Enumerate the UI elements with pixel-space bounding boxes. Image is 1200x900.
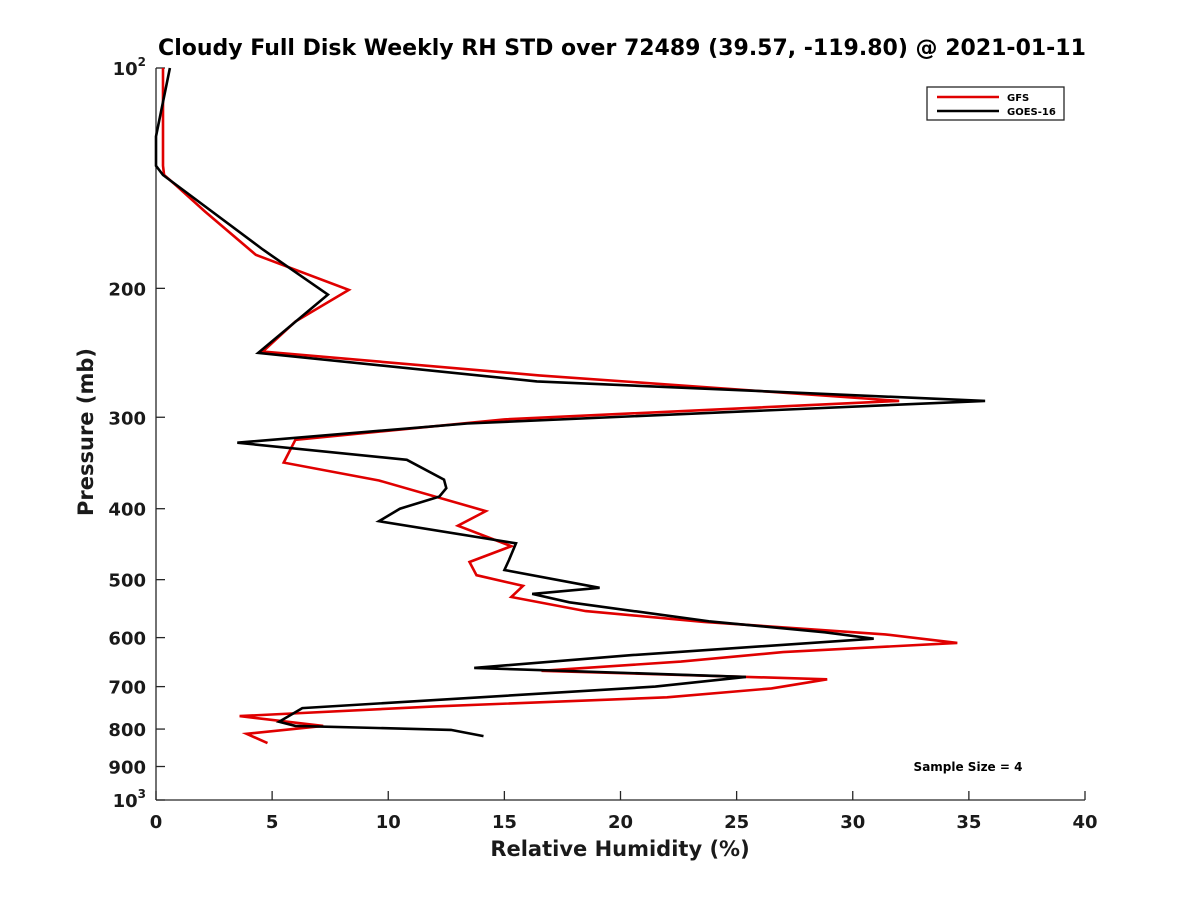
x-tick-label: 25 [724,812,749,833]
x-axis-label: Relative Humidity (%) [490,837,749,861]
y-tick-label: 900 [108,758,146,779]
y-tick-label: 400 [108,500,146,521]
x-tick-label: 0 [150,812,163,833]
y-tick-label: 700 [108,678,146,699]
series-line-gfs [161,68,958,745]
y-tick-label: 300 [108,408,146,429]
x-tick-label: 40 [1072,812,1097,833]
y-tick-label: 500 [108,571,146,592]
x-tick-label: 10 [376,812,401,833]
sample-size-annotation: Sample Size = 4 [914,760,1023,774]
y-tick-label: 600 [108,629,146,650]
axes: 0 5 10 15 20 25 30 35 40 102 200 300 400 500 600 700 800… [108,55,1097,833]
series-layer [154,67,986,745]
legend: GFS GOES-16 [926,86,1065,121]
x-tick-label: 5 [266,812,279,833]
x-tick-label: 30 [840,812,865,833]
y-tick-label: 102 [113,55,146,80]
y-tick-label: 200 [108,279,146,300]
legend-label-gfs: GFS [1007,93,1029,104]
y-tick-label: 103 [113,787,146,812]
x-tick-label: 35 [956,812,981,833]
chart-title: Cloudy Full Disk Weekly RH STD over 7248… [158,36,1086,61]
x-tick-label: 20 [608,812,633,833]
series-line-goes-16 [154,67,986,738]
legend-label-goes-16: GOES-16 [1007,107,1056,118]
y-tick-label: 800 [108,720,146,741]
x-tick-label: 15 [492,812,517,833]
legend-box [926,86,1065,121]
y-axis-label: Pressure (mb) [74,348,98,516]
